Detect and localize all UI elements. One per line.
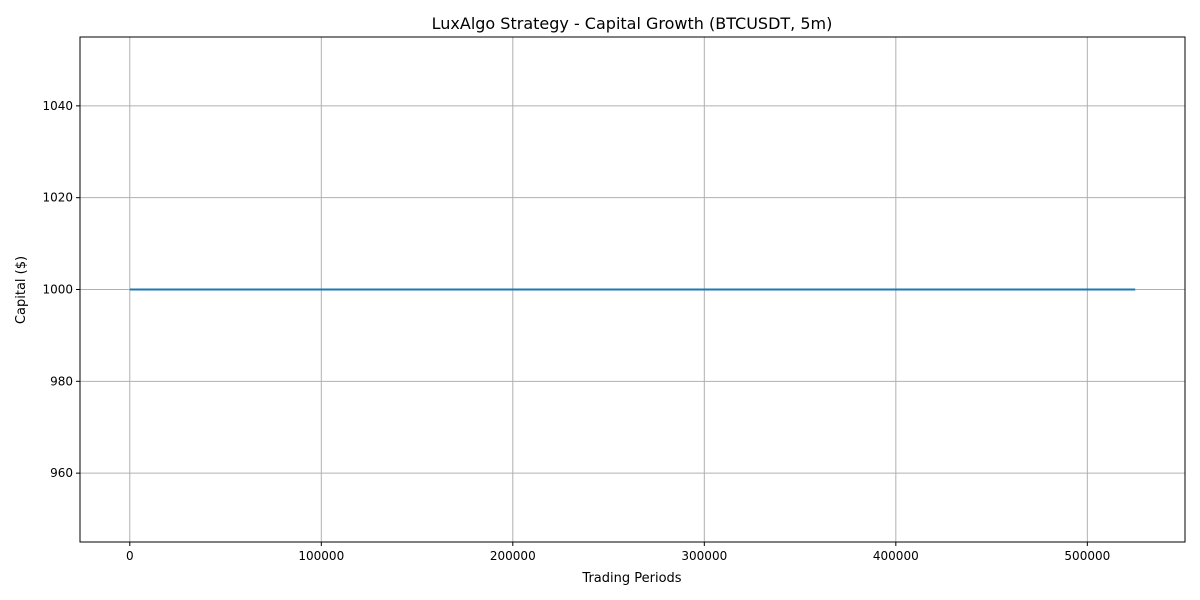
y-tick-label: 1020: [42, 191, 73, 205]
x-tick-label: 500000: [1064, 549, 1110, 563]
y-axis: 960 980 1000 1020 1040: [42, 99, 80, 480]
x-axis: 0 100000 200000 300000 400000 500000: [126, 542, 1110, 563]
chart-title: LuxAlgo Strategy - Capital Growth (BTCUS…: [432, 14, 833, 33]
y-axis-label: Capital ($): [14, 256, 29, 324]
x-tick-label: 100000: [298, 549, 344, 563]
x-axis-label: Trading Periods: [581, 571, 681, 586]
y-tick-label: 960: [50, 466, 73, 480]
x-tick-label: 300000: [681, 549, 727, 563]
y-tick-label: 1040: [42, 99, 73, 113]
y-tick-label: 980: [50, 374, 73, 388]
y-tick-label: 1000: [42, 283, 73, 297]
x-tick-label: 400000: [873, 549, 919, 563]
x-tick-label: 200000: [490, 549, 536, 563]
x-tick-label: 0: [126, 549, 134, 563]
